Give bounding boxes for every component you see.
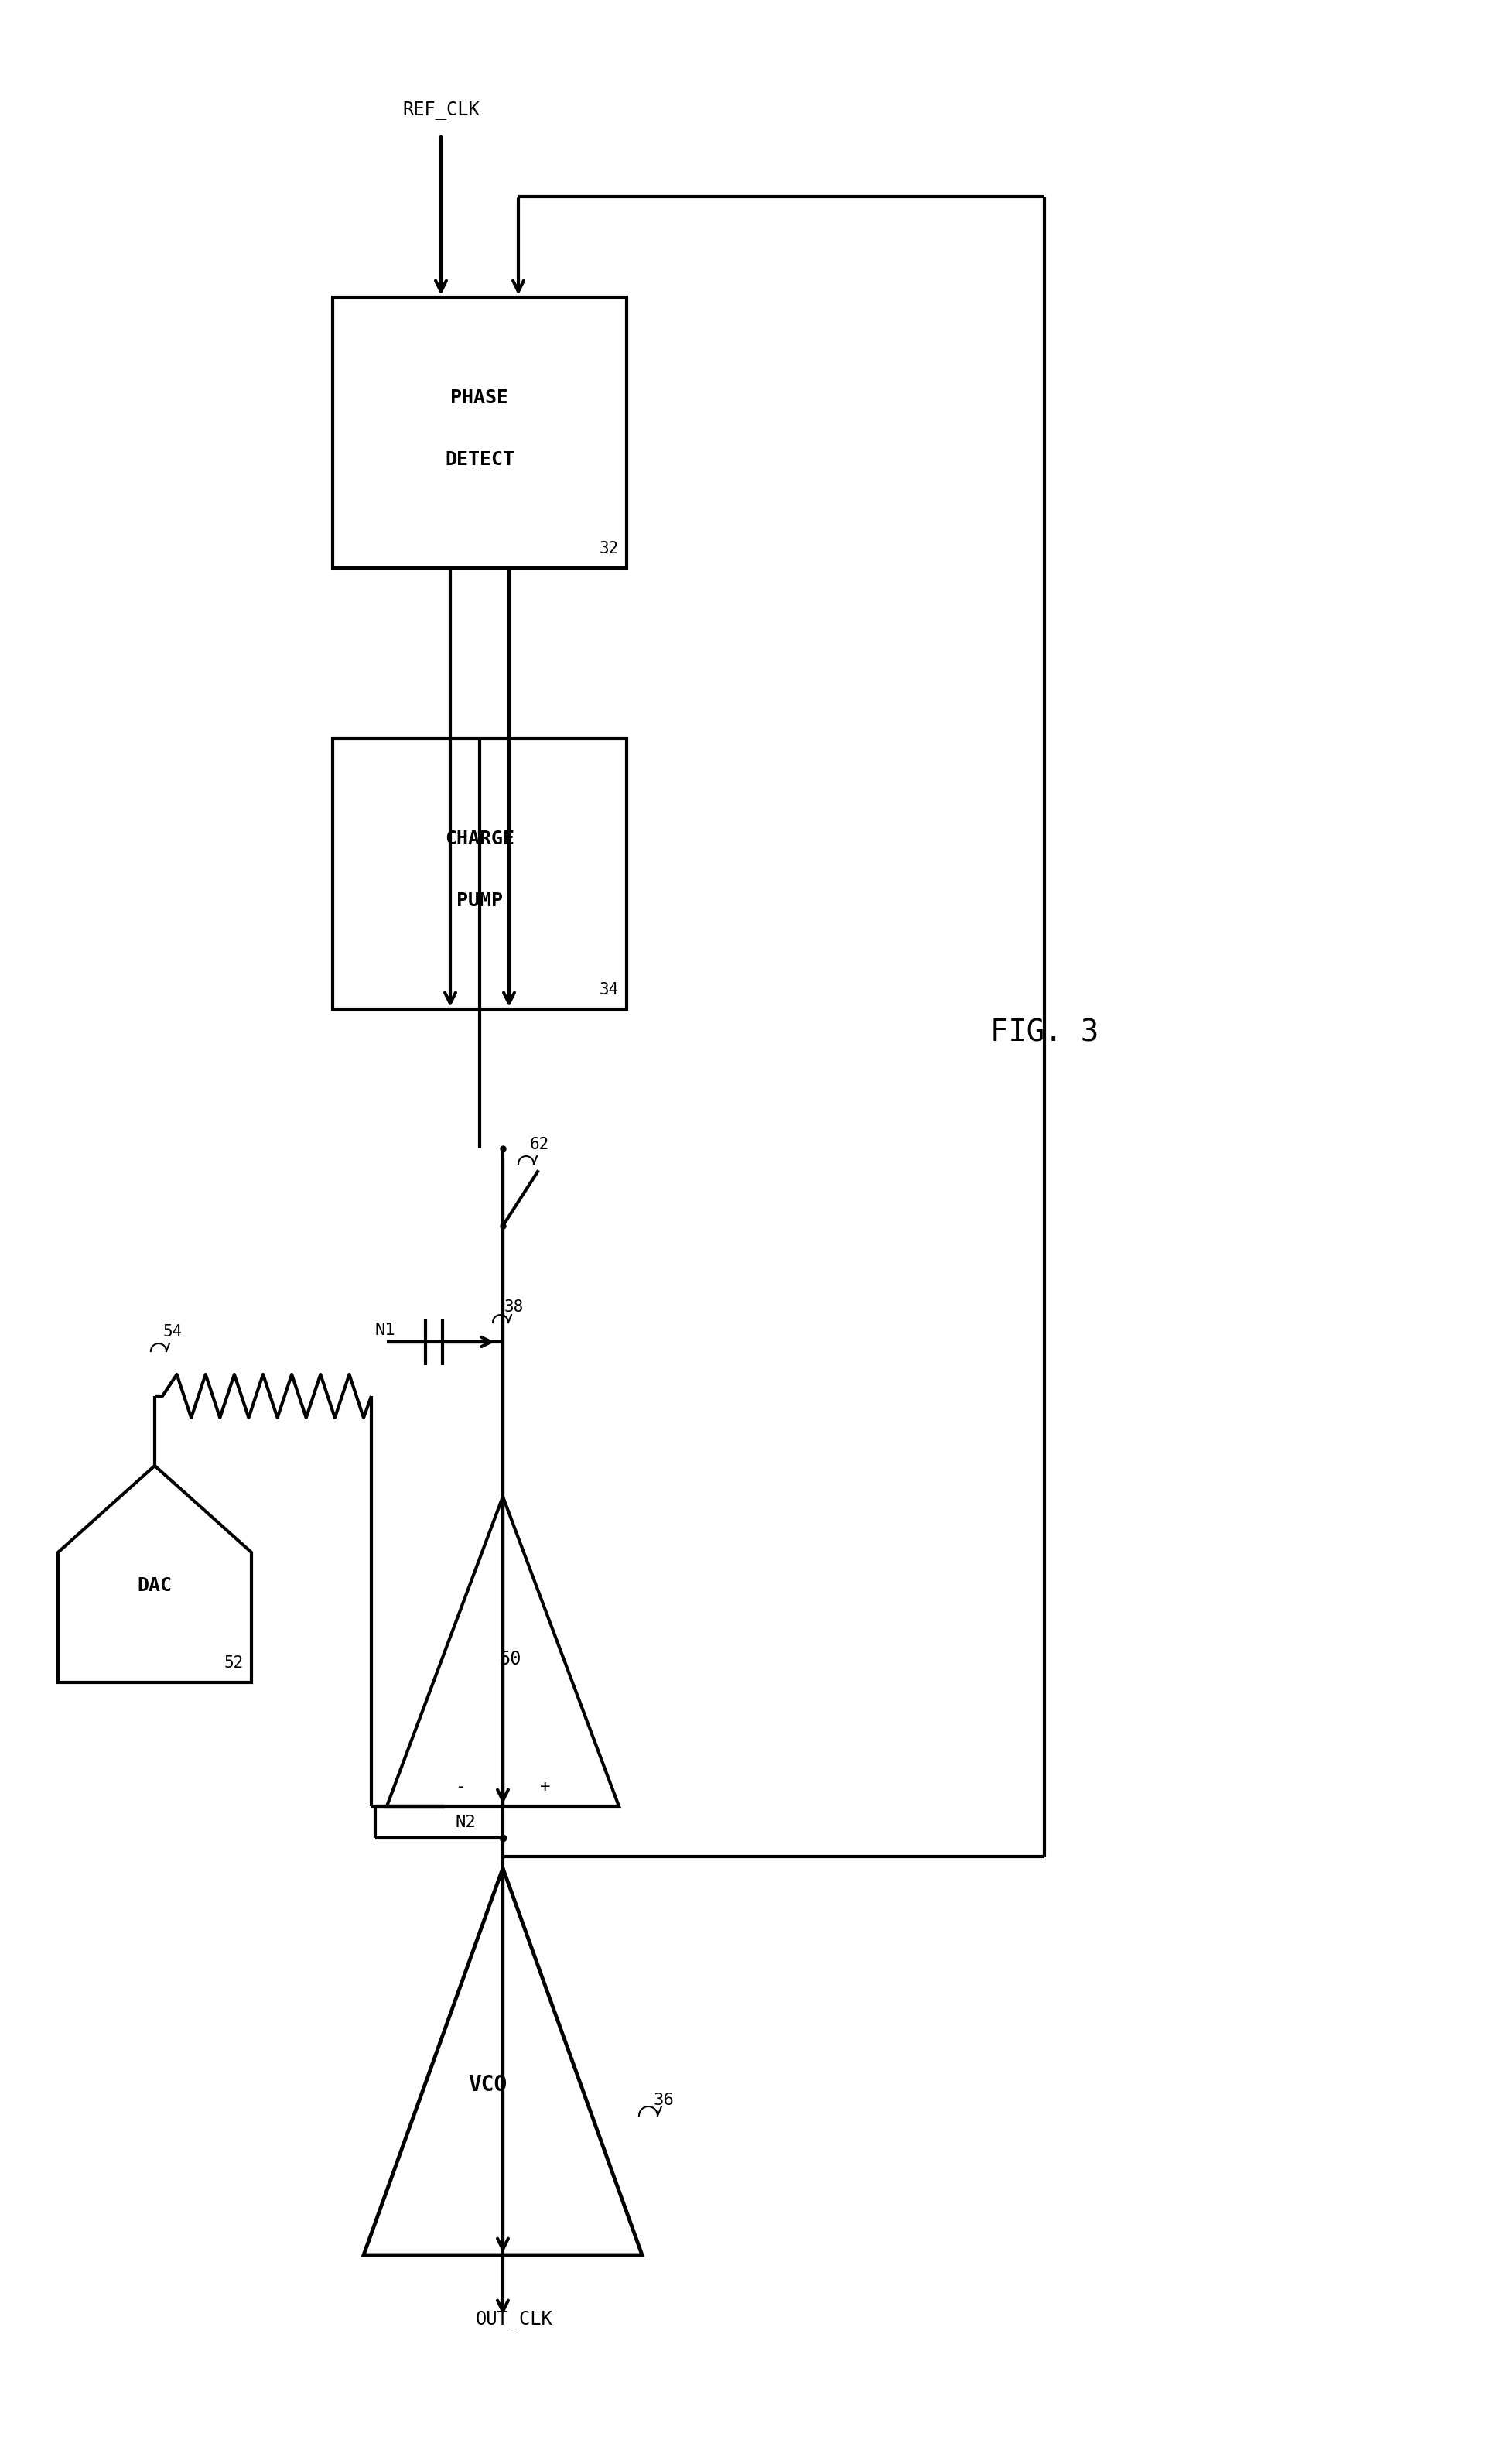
- Text: 38: 38: [505, 1299, 524, 1316]
- Text: +: +: [541, 1779, 551, 1794]
- Text: PUMP: PUMP: [456, 892, 502, 909]
- Text: -: -: [454, 1779, 465, 1794]
- Text: FIG. 3: FIG. 3: [991, 1018, 1098, 1047]
- Text: 62: 62: [530, 1136, 550, 1153]
- Text: CHARGE: CHARGE: [446, 830, 514, 848]
- Text: DAC: DAC: [137, 1577, 173, 1594]
- Text: PHASE: PHASE: [450, 389, 508, 407]
- Text: DETECT: DETECT: [446, 451, 514, 468]
- Text: N1: N1: [375, 1323, 396, 1338]
- Text: 32: 32: [599, 542, 618, 557]
- Text: 36: 36: [654, 2092, 675, 2109]
- Bar: [332, 298, 627, 569]
- Text: 50: 50: [499, 1651, 522, 1668]
- Text: 34: 34: [599, 983, 618, 998]
- Bar: [332, 739, 627, 1010]
- Text: 54: 54: [162, 1323, 182, 1340]
- Text: N2: N2: [454, 1814, 475, 1831]
- Text: VCO: VCO: [468, 2075, 507, 2097]
- Text: REF_CLK: REF_CLK: [402, 101, 480, 118]
- Text: OUT_CLK: OUT_CLK: [475, 2311, 553, 2328]
- Text: 52: 52: [224, 1656, 244, 1671]
